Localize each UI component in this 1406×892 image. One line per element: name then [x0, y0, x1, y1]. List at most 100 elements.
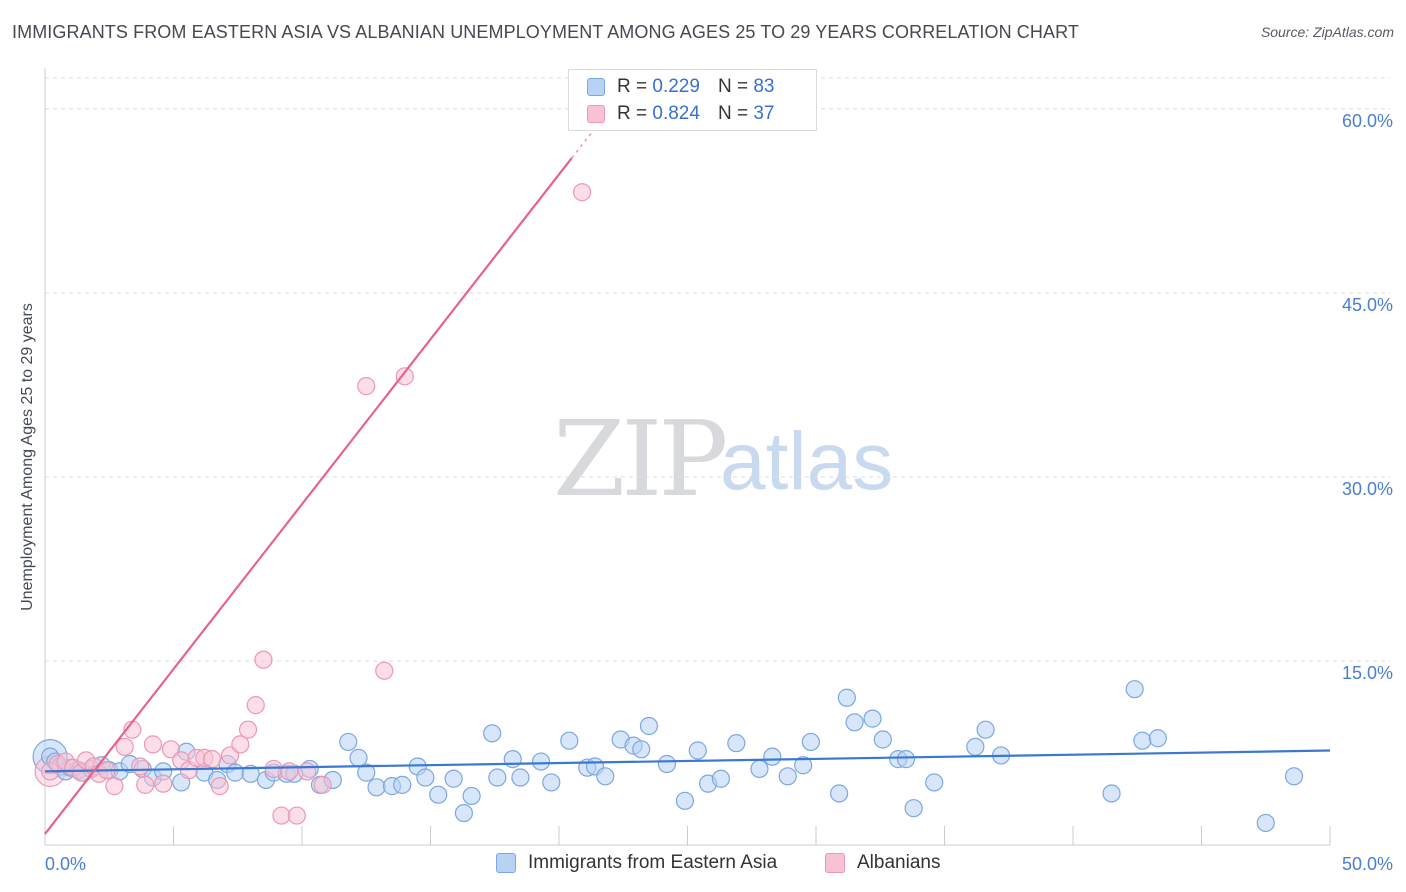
legend-swatch-blue — [496, 853, 516, 873]
data-point-eastern-asia — [531, 752, 551, 771]
data-point-eastern-asia — [925, 773, 944, 792]
data-point-eastern-asia — [639, 716, 659, 736]
data-point-eastern-asia — [429, 785, 448, 804]
data-point-eastern-asia — [837, 688, 856, 707]
legend-n-value: 83 — [753, 76, 775, 97]
legend-swatch-pink — [587, 105, 605, 123]
data-point-eastern-asia — [393, 775, 412, 794]
data-point-eastern-asia — [896, 750, 916, 769]
legend-n-value: 37 — [753, 103, 775, 124]
data-point-eastern-asia — [778, 767, 797, 786]
x-tick-label: 50.0% — [1342, 854, 1393, 874]
axis-layer — [44, 68, 1331, 846]
correlation-legend: R = 0.229 N = 83 R = 0.824 N = 37 — [568, 69, 817, 131]
data-point-albanians — [313, 775, 332, 794]
data-point-eastern-asia — [542, 773, 561, 792]
data-point-albanians — [202, 750, 222, 769]
data-point-eastern-asia — [830, 784, 849, 803]
data-point-eastern-asia — [904, 799, 923, 818]
data-point-eastern-asia — [966, 737, 985, 756]
trendline-eastern-asia — [44, 749, 1331, 773]
data-point-albanians — [115, 737, 134, 756]
data-point-eastern-asia — [801, 732, 820, 752]
data-point-eastern-asia — [416, 768, 435, 787]
legend-item-albanians: Albanians — [825, 852, 940, 874]
data-point-eastern-asia — [1256, 813, 1275, 833]
data-point-albanians — [231, 735, 250, 754]
data-point-albanians — [272, 806, 291, 825]
trendline-albanians — [44, 157, 573, 835]
data-point-eastern-asia — [367, 778, 386, 797]
data-point-eastern-asia — [794, 756, 813, 775]
data-point-eastern-asia — [711, 769, 731, 788]
y-tick-label: 45.0% — [1342, 295, 1393, 315]
data-point-eastern-asia — [763, 747, 782, 766]
data-point-eastern-asia — [511, 768, 530, 787]
data-point-albanians — [105, 777, 124, 796]
data-point-eastern-asia — [863, 709, 882, 728]
data-point-eastern-asia — [1284, 767, 1304, 786]
legend-swatch-blue — [587, 78, 605, 96]
data-point-albanians — [130, 757, 150, 776]
legend-r-label: R = — [617, 76, 648, 97]
data-point-eastern-asia — [488, 768, 507, 787]
y-tick-label: 15.0% — [1342, 663, 1393, 683]
data-point-eastern-asia — [503, 750, 522, 769]
data-point-eastern-asia — [1102, 784, 1121, 803]
data-point-albanians — [298, 762, 317, 781]
labels-layer: 15.0% 30.0% 45.0% 60.0% 0.0% 50.0% — [45, 111, 1393, 874]
data-point-albanians — [573, 183, 592, 202]
data-point-eastern-asia — [657, 754, 677, 774]
data-point-eastern-asia — [750, 759, 769, 779]
data-point-albanians — [154, 774, 173, 793]
y-tick-label: 30.0% — [1342, 479, 1393, 499]
points-layer — [32, 183, 1304, 833]
chart-title: IMMIGRANTS FROM EASTERN ASIA VS ALBANIAN… — [12, 22, 1079, 42]
legend-n-label: N = — [717, 103, 749, 124]
data-point-eastern-asia — [1148, 729, 1167, 748]
legend-item-eastern-asia: Immigrants from Eastern Asia — [496, 852, 777, 874]
data-point-eastern-asia — [1133, 731, 1152, 750]
data-point-albanians — [136, 775, 155, 794]
data-point-eastern-asia — [845, 713, 864, 732]
data-point-eastern-asia — [339, 732, 358, 752]
data-point-albanians — [280, 762, 299, 781]
data-point-albanians — [143, 735, 163, 754]
data-point-albanians — [254, 650, 273, 669]
data-point-albanians — [395, 367, 414, 386]
data-point-albanians — [287, 806, 306, 825]
y-tick-label: 60.0% — [1342, 111, 1393, 131]
legend-item-label: Albanians — [857, 852, 941, 873]
watermark-atlas: atlas — [720, 416, 894, 507]
data-point-eastern-asia — [632, 740, 651, 759]
data-point-eastern-asia — [675, 791, 695, 810]
legend-row-albanians: R = 0.824 N = 37 — [587, 102, 774, 126]
data-point-eastern-asia — [462, 786, 481, 806]
legend-r-value: 0.824 — [652, 103, 700, 124]
data-point-albanians — [264, 759, 283, 779]
series-legend: Immigrants from Eastern Asia Albanians — [0, 852, 1406, 878]
legend-r-label: R = — [617, 103, 648, 124]
data-point-eastern-asia — [226, 763, 245, 782]
data-point-albanians — [246, 696, 265, 715]
data-point-eastern-asia — [444, 769, 463, 788]
data-point-eastern-asia — [483, 724, 502, 743]
data-point-albanians — [357, 377, 376, 396]
data-point-eastern-asia — [454, 803, 474, 823]
legend-swatch-pink — [825, 853, 845, 873]
data-point-eastern-asia — [1125, 680, 1144, 699]
trend-layer — [44, 108, 1331, 835]
watermark-zip: ZIP — [553, 398, 728, 520]
legend-r-value: 0.229 — [652, 76, 700, 97]
data-point-albanians — [210, 777, 229, 796]
data-point-eastern-asia — [688, 741, 707, 760]
data-point-eastern-asia — [727, 734, 746, 753]
legend-n-label: N = — [717, 76, 749, 97]
legend-item-label: Immigrants from Eastern Asia — [528, 852, 778, 873]
legend-row-eastern-asia: R = 0.229 N = 83 — [587, 75, 774, 99]
source-credit: Source: ZipAtlas.com — [1260, 24, 1394, 40]
data-point-eastern-asia — [357, 763, 376, 782]
data-point-eastern-asia — [873, 730, 892, 749]
data-point-albanians — [375, 661, 394, 680]
